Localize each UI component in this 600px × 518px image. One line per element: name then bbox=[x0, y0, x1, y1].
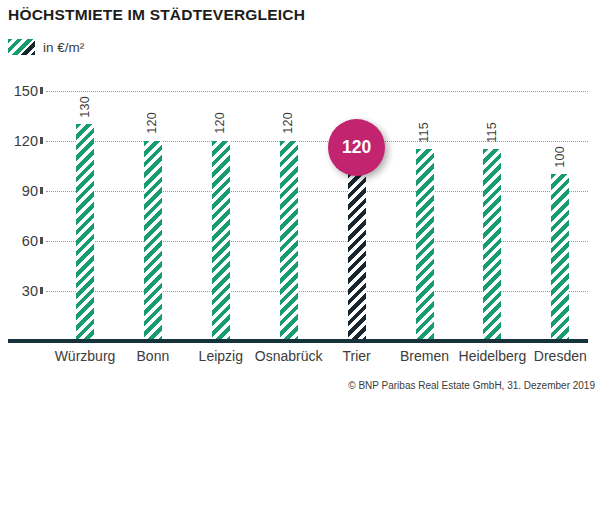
legend-swatch-icon bbox=[8, 39, 35, 55]
chart-bar bbox=[416, 149, 434, 341]
legend-label: in €/m² bbox=[43, 40, 84, 55]
chart-bar bbox=[483, 149, 501, 341]
bar-value-label: 120 bbox=[281, 112, 295, 134]
gridline bbox=[46, 91, 588, 92]
bar-value-label: 100 bbox=[553, 146, 567, 168]
x-axis-baseline bbox=[8, 339, 588, 343]
gridline bbox=[46, 191, 588, 192]
chart-bar bbox=[212, 141, 230, 341]
y-axis-tick-label: 120 bbox=[0, 133, 38, 149]
chart-bar bbox=[551, 174, 569, 341]
y-axis-tick bbox=[40, 237, 43, 244]
gridline bbox=[46, 291, 588, 292]
chart-canvas: HÖCHSTMIETE IM STÄDTEVERGLEICH in €/m² 3… bbox=[0, 0, 600, 518]
highlight-badge: 120 bbox=[328, 119, 385, 176]
y-axis-tick-label: 150 bbox=[0, 83, 38, 99]
gridline bbox=[46, 241, 588, 242]
chart-bar bbox=[144, 141, 162, 341]
chart-bar bbox=[76, 124, 94, 341]
bar-value-label: 115 bbox=[417, 122, 431, 143]
bar-value-label: 120 bbox=[145, 112, 159, 134]
bar-value-label: 120 bbox=[213, 112, 227, 134]
chart-title: HÖCHSTMIETE IM STÄDTEVERGLEICH bbox=[8, 6, 305, 24]
y-axis-tick-label: 90 bbox=[0, 183, 38, 199]
y-axis-tick bbox=[40, 187, 43, 194]
source-credit: © BNP Paribas Real Estate GmbH, 31. Deze… bbox=[348, 380, 595, 391]
legend: in €/m² bbox=[8, 39, 84, 55]
y-axis-tick bbox=[40, 87, 43, 94]
x-axis-label: Dresden bbox=[515, 348, 600, 364]
y-axis-tick bbox=[40, 137, 43, 144]
y-axis-tick bbox=[40, 287, 43, 294]
bar-value-label: 130 bbox=[78, 96, 92, 118]
bar-value-label: 115 bbox=[485, 122, 499, 143]
chart-bar bbox=[280, 141, 298, 341]
y-axis-tick-label: 30 bbox=[0, 283, 38, 299]
gridline bbox=[46, 141, 588, 142]
y-axis-tick-label: 60 bbox=[0, 233, 38, 249]
